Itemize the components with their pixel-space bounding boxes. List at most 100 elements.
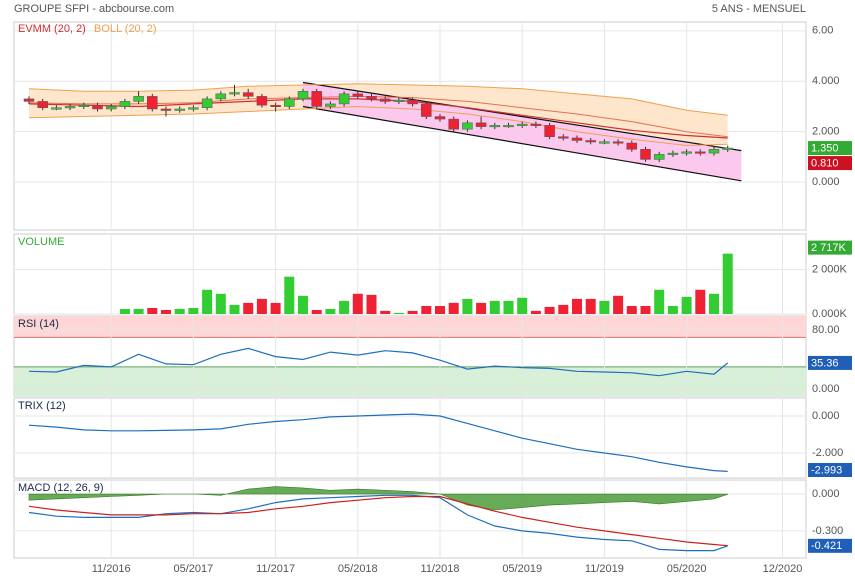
candle-body <box>640 149 651 160</box>
volume-bar <box>435 306 445 314</box>
x-tick-label: 05/2017 <box>174 563 214 575</box>
trend-channel <box>303 82 742 181</box>
volume-bar <box>640 306 651 314</box>
candle-body <box>256 96 268 106</box>
macd-histogram <box>28 486 728 511</box>
volume-bar <box>256 298 267 314</box>
value-label: 2 717K <box>811 242 847 254</box>
volume-bar <box>270 302 281 314</box>
x-tick-label: 11/2018 <box>421 563 460 575</box>
overbought-zone <box>14 316 806 338</box>
value-label-box <box>808 141 852 156</box>
value-label-box <box>808 463 852 477</box>
candle-body <box>489 125 501 128</box>
candle-body <box>23 98 35 102</box>
candle-body <box>653 154 665 160</box>
value-label-box <box>808 156 852 171</box>
volume-bar <box>174 308 185 314</box>
bollinger-lower <box>28 105 728 147</box>
value-label-box <box>808 355 852 370</box>
panel-title: VOLUME <box>18 236 64 248</box>
volume-bar <box>585 298 596 314</box>
volume-bar <box>243 302 254 314</box>
volume-bar <box>476 302 487 314</box>
panel <box>13 397 807 479</box>
value-label: 1.350 <box>811 142 839 154</box>
volume-bar <box>613 295 624 314</box>
volume-bar <box>709 293 719 314</box>
volume-bar <box>722 253 733 314</box>
y-tick-label: -0.300 <box>812 525 843 537</box>
candle-body <box>160 108 172 111</box>
y-tick-label: -2.000 <box>812 447 843 459</box>
volume-bar <box>366 294 377 314</box>
volume-bar <box>572 298 582 314</box>
candle-body <box>722 147 733 150</box>
candle-body <box>119 101 131 107</box>
value-label: -2.993 <box>811 464 842 476</box>
volume-bar <box>352 293 363 314</box>
candle-body <box>530 123 542 126</box>
macd-line <box>28 495 728 547</box>
volume-bar <box>311 310 322 314</box>
value-label: 35.36 <box>811 357 839 369</box>
volume-bar <box>503 300 514 314</box>
candle-body <box>352 93 364 97</box>
legend-entry: BOLL (20, 2) <box>94 23 157 35</box>
y-tick-label: 4.000 <box>812 75 840 87</box>
volume-bar <box>462 298 473 314</box>
x-tick-label: 12/2020 <box>763 563 803 575</box>
volume-bar <box>298 295 308 314</box>
y-tick-label: 0.000 <box>812 410 840 422</box>
value-label-box <box>808 538 852 553</box>
value-label: -0.421 <box>811 540 842 552</box>
candle-body <box>407 99 418 105</box>
y-tick-label: 0.000 <box>812 383 840 395</box>
x-tick-label: 05/2018 <box>338 563 378 575</box>
panel-title: RSI (14) <box>18 318 59 330</box>
candle-body <box>681 151 692 154</box>
panel <box>13 233 807 315</box>
y-tick-label: 6.00 <box>812 25 833 37</box>
volume-bar <box>119 308 130 314</box>
volume-bar <box>202 289 213 314</box>
volume-bar <box>530 310 541 314</box>
x-tick-label: 05/2019 <box>502 563 542 575</box>
candle-body <box>516 123 528 126</box>
y-tick-label: 0.000 <box>812 176 840 188</box>
volume-bar <box>654 289 665 314</box>
candle-body <box>284 98 295 107</box>
candle-body <box>311 91 322 107</box>
channel-line-lower <box>302 105 742 182</box>
candle-body <box>708 149 720 154</box>
candle-body <box>201 98 213 108</box>
candle-body <box>325 103 336 107</box>
oversold-zone <box>14 366 806 396</box>
candle-body <box>338 93 350 105</box>
candle-body <box>667 152 679 155</box>
candle-body <box>475 122 487 127</box>
candle-body <box>297 91 309 100</box>
candle-body <box>585 140 596 143</box>
candle-body <box>242 92 254 97</box>
x-tick-label: 05/2020 <box>667 563 707 575</box>
volume-bar <box>339 300 350 314</box>
indicator-line <box>28 413 728 472</box>
y-tick-label: 0.000K <box>812 308 848 320</box>
volume-bar <box>215 293 226 314</box>
candle-body <box>188 107 199 110</box>
volume-bar <box>380 310 391 314</box>
x-tick-label: 11/2019 <box>585 563 624 575</box>
y-tick-label: 2 000K <box>812 263 848 275</box>
volume-bar <box>681 296 692 314</box>
candle-body <box>64 106 76 109</box>
volume-bar <box>489 300 500 314</box>
candle-body <box>393 99 405 102</box>
panel-title: TRIX (12) <box>18 400 66 412</box>
volume-bar <box>325 308 336 314</box>
x-tick-label: 11/2017 <box>256 563 295 575</box>
candle-body <box>229 92 240 95</box>
volume-bar <box>421 306 432 314</box>
candle-body <box>612 141 624 144</box>
